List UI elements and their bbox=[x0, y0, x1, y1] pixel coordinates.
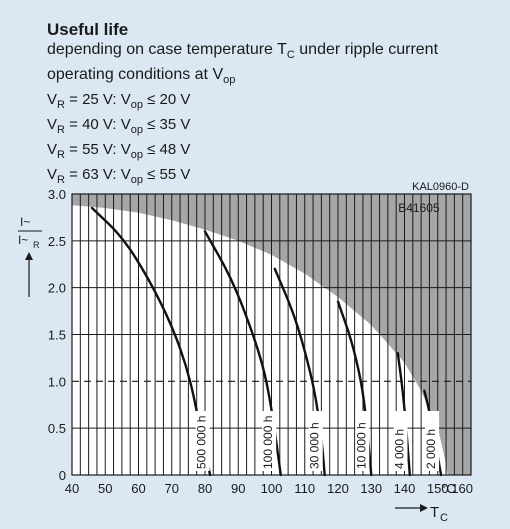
x-tick-label: 70 bbox=[165, 481, 179, 496]
curve-label-bg bbox=[308, 411, 323, 471]
curve-label: 30 000 h bbox=[308, 422, 322, 469]
curve-label-bg bbox=[195, 411, 210, 471]
plot-frame bbox=[71, 193, 472, 476]
voltage-conditions: VR = 25 V: Vop ≤ 20 V VR = 40 V: Vop ≤ 3… bbox=[47, 90, 190, 190]
curve-label: 10 000 h bbox=[354, 422, 368, 469]
life-curves: 500 000 h 100 000 h 30 000 h 10 000 h 4 000 … bbox=[90, 206, 443, 477]
y-tick-label: 1.0 bbox=[48, 374, 66, 389]
curve-label-bg bbox=[425, 411, 440, 471]
x-tick-label: 90 bbox=[231, 481, 245, 496]
condition-line: VR = 55 V: Vop ≤ 48 V bbox=[47, 141, 191, 161]
x-tick-label: 80 bbox=[198, 481, 212, 496]
x-tick-label: 60 bbox=[131, 481, 145, 496]
x-tick-label: 150 bbox=[427, 481, 449, 496]
x-tick-label: 140 bbox=[394, 481, 416, 496]
chart-subtitle: depending on case temperature TC under r… bbox=[47, 40, 497, 90]
subtitle-text: depending on case temperature T bbox=[47, 41, 287, 58]
y-tick-label: 2.5 bbox=[48, 234, 66, 249]
curve-label: 2 000 h bbox=[424, 429, 438, 469]
subtitle-text: operating conditions at V bbox=[47, 66, 224, 84]
x-tick-label: 40 bbox=[65, 481, 79, 496]
drawing-code: KAL0960-D bbox=[412, 181, 469, 193]
x-label-text: T bbox=[430, 504, 439, 521]
condition-line: VR = 40 V: Vop ≤ 35 V bbox=[47, 116, 191, 136]
condition-line: VR = 63 V: Vop ≤ 55 V bbox=[47, 166, 191, 186]
y-label-numerator: I~ bbox=[20, 215, 30, 229]
x-tick-label: 50 bbox=[98, 481, 112, 496]
y-label-denominator: I~ bbox=[18, 233, 28, 247]
x-tick-label: 110 bbox=[294, 481, 315, 496]
x-tick-label: 130 bbox=[360, 481, 382, 496]
curve-label-bg bbox=[393, 411, 408, 471]
y-axis-ticks: 0 0.5 1.0 1.5 2.0 2.5 3.0 bbox=[48, 187, 66, 483]
x-tick-label: 100 bbox=[261, 481, 283, 496]
curve-label-bg bbox=[262, 411, 277, 471]
y-tick-label: 0.5 bbox=[48, 421, 66, 436]
y-tick-label: 3.0 bbox=[48, 187, 66, 202]
x-tick-label: 120 bbox=[327, 481, 349, 496]
x-label-sub: C bbox=[440, 512, 448, 524]
subtitle-sub: op bbox=[223, 74, 236, 87]
y-axis-label: I~ I~ R bbox=[18, 215, 42, 297]
curve-label: 100 000 h bbox=[261, 416, 275, 469]
subtitle-text: under ripple current bbox=[294, 41, 439, 58]
x-unit-label: °C bbox=[441, 481, 456, 496]
y-tick-label: 1.5 bbox=[48, 328, 66, 343]
x-axis-ticks: 40 50 60 70 80 90 100 110 120 130 140 150 160 bbox=[65, 481, 473, 496]
y-tick-label: 2.0 bbox=[48, 281, 66, 296]
y-label-den-sub: R bbox=[33, 240, 40, 250]
life-curve bbox=[396, 352, 411, 477]
part-number: B41605 bbox=[398, 201, 440, 215]
curve-label-bg bbox=[355, 411, 370, 471]
curve-label: 4 000 h bbox=[393, 429, 407, 469]
chart-title: Useful life bbox=[47, 20, 129, 39]
subtitle-sub: C bbox=[286, 49, 295, 62]
x-axis-label: T C bbox=[395, 504, 448, 524]
y-tick-label: 0 bbox=[59, 468, 66, 483]
x-tick-label: 160 bbox=[451, 481, 473, 496]
curve-label: 500 000 h bbox=[195, 416, 209, 469]
condition-line: VR = 25 V: Vop ≤ 20 V bbox=[47, 91, 191, 111]
